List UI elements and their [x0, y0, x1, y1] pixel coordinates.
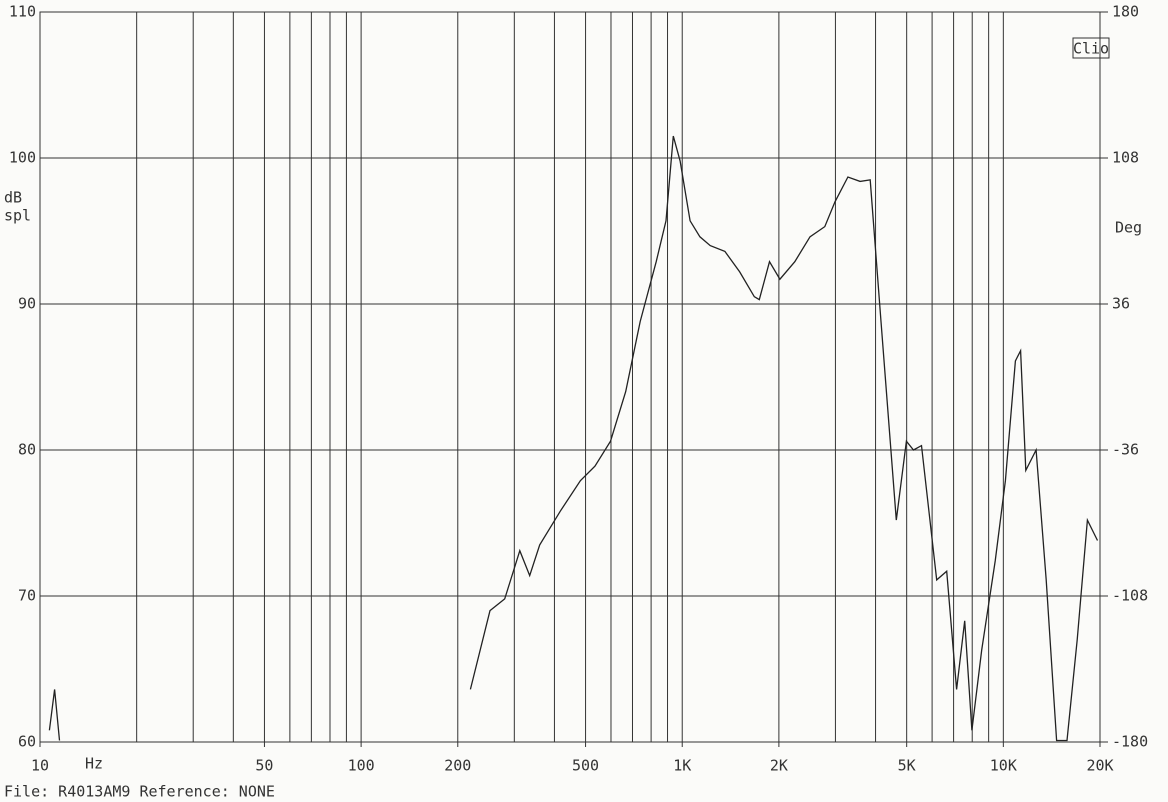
response-line [48, 135, 1099, 742]
y-tick-label: 100 [9, 149, 36, 167]
x-tick-label: 5K [898, 757, 916, 775]
brand: Clio [1073, 40, 1109, 58]
y2-tick-label: 108 [1112, 149, 1139, 167]
x-tick-label: 10 [31, 757, 49, 775]
y-tick-label: 80 [18, 441, 36, 459]
y-tick-label: 110 [9, 3, 36, 21]
y-label: spl [4, 207, 31, 225]
x-tick-label: 2K [770, 757, 788, 775]
plot-frame [39, 11, 1101, 743]
y2-tick-label: -180 [1112, 733, 1148, 751]
x-tick-label: 10K [990, 757, 1017, 775]
y2-tick-label: -108 [1112, 587, 1148, 605]
footer: File: R4013AM9 Reference: NONE [4, 783, 275, 801]
y2-tick-label: -36 [1112, 441, 1139, 459]
y-tick-label: 70 [18, 587, 36, 605]
x-label: Hz [85, 755, 103, 773]
y-tick-label: 60 [18, 733, 36, 751]
y2-label: Deg [1115, 219, 1142, 237]
x-tick-label: 500 [572, 757, 599, 775]
y2-tick-label: 180 [1112, 3, 1139, 21]
y-label: dB [4, 189, 22, 207]
x-tick-label: 100 [348, 757, 375, 775]
brand-box [1072, 37, 1110, 59]
x-tick-label: 50 [255, 757, 273, 775]
x-tick-label: 200 [444, 757, 471, 775]
x-tick-label: 1K [673, 757, 691, 775]
y-tick-label: 90 [18, 295, 36, 313]
y2-tick-label: 36 [1112, 295, 1130, 313]
x-tick-label: 20K [1086, 757, 1113, 775]
